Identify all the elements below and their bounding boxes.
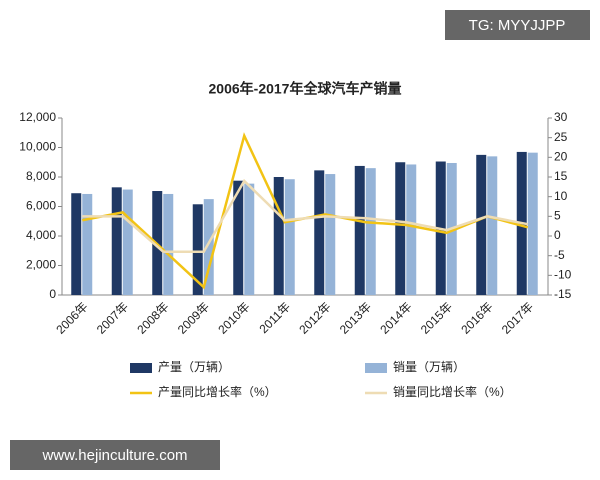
legend-label: 销量（万辆） [393, 360, 465, 374]
y2-tick-label: 30 [554, 110, 568, 124]
y-tick-label: 2,000 [26, 258, 56, 272]
y2-tick-label: -15 [554, 287, 572, 301]
bar [487, 156, 498, 295]
line [82, 178, 528, 253]
bar [111, 187, 122, 295]
bar [244, 183, 255, 295]
line [82, 132, 529, 290]
bar [82, 193, 93, 295]
bar [233, 180, 244, 295]
x-tick-label: 2010年 [215, 299, 252, 336]
y2-tick-label: 10 [554, 189, 568, 203]
y2-tick-label: -5 [554, 248, 565, 262]
bar [122, 189, 133, 295]
bar [192, 204, 203, 295]
legend-label: 产量（万辆） [158, 360, 230, 374]
bar [284, 179, 295, 295]
watermark: www.hejinculture.com [41, 447, 187, 464]
x-tick-label: 2011年 [256, 299, 293, 336]
x-tick-label: 2016年 [458, 299, 495, 336]
x-tick-label: 2008年 [134, 299, 171, 336]
y2-tick-label: 20 [554, 150, 568, 164]
watermark-box [445, 10, 590, 40]
bar [527, 152, 538, 295]
y-tick-label: 6,000 [26, 199, 56, 213]
x-tick-label: 2017年 [499, 299, 536, 336]
legend-label: 产量同比增长率（%） [158, 384, 277, 399]
bar [273, 177, 284, 295]
watermark-box [10, 440, 220, 470]
bar [395, 162, 406, 295]
legend-label: 销量同比增长率（%） [393, 384, 512, 399]
y2-tick-label: 5 [554, 209, 561, 223]
y-tick-label: 8,000 [26, 169, 56, 183]
legend-swatch [130, 363, 152, 373]
x-tick-label: 2014年 [377, 299, 414, 336]
x-tick-label: 2006年 [53, 299, 90, 336]
bar [476, 154, 487, 295]
watermark: TG: MYYJJPP [469, 17, 566, 34]
y2-tick-label: 25 [554, 130, 568, 144]
legend-swatch [365, 363, 387, 373]
x-tick-label: 2013年 [337, 299, 374, 336]
x-tick-label: 2012年 [296, 299, 333, 336]
y-tick-label: 4,000 [26, 228, 56, 242]
y2-tick-label: -10 [554, 268, 572, 282]
bar [365, 168, 376, 295]
x-tick-label: 2015年 [418, 299, 455, 336]
bar [203, 199, 214, 295]
y2-tick-label: 0 [554, 228, 561, 242]
bar [314, 170, 325, 295]
bar [163, 193, 174, 295]
y-tick-label: 12,000 [19, 110, 56, 124]
bar [354, 165, 365, 295]
chart-title: 2006年-2017年全球汽车产销量 [209, 81, 402, 97]
x-tick-label: 2007年 [94, 299, 131, 336]
x-tick-label: 2009年 [175, 299, 212, 336]
bar [325, 174, 336, 295]
bar [71, 193, 82, 295]
bar [406, 164, 417, 295]
y2-tick-label: 15 [554, 169, 568, 183]
y-tick-label: 0 [49, 287, 56, 301]
y-tick-label: 10,000 [19, 140, 56, 154]
